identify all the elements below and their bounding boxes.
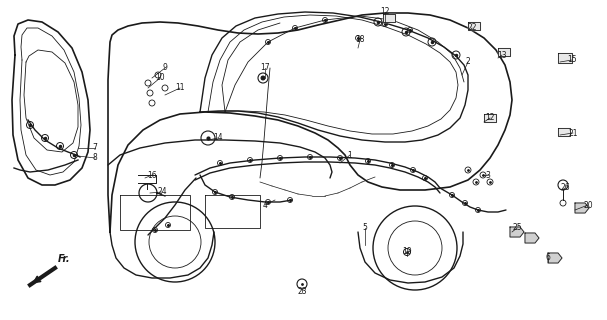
Text: Fr.: Fr. bbox=[58, 254, 70, 264]
Text: 19: 19 bbox=[402, 247, 412, 257]
Text: 12: 12 bbox=[380, 7, 390, 17]
Text: 1: 1 bbox=[348, 150, 353, 159]
Text: 14: 14 bbox=[213, 133, 223, 142]
Polygon shape bbox=[525, 233, 539, 243]
Text: 16: 16 bbox=[147, 171, 157, 180]
Text: 25: 25 bbox=[512, 223, 522, 233]
Polygon shape bbox=[548, 253, 562, 263]
Text: 24: 24 bbox=[157, 188, 167, 196]
Text: 2: 2 bbox=[466, 58, 470, 67]
Text: 18: 18 bbox=[355, 36, 365, 44]
Polygon shape bbox=[558, 53, 572, 63]
Text: 22: 22 bbox=[467, 23, 476, 33]
Text: 23: 23 bbox=[297, 287, 307, 297]
Text: 6: 6 bbox=[546, 253, 551, 262]
Text: 13: 13 bbox=[497, 51, 507, 60]
Text: 15: 15 bbox=[567, 55, 577, 65]
Text: 20: 20 bbox=[583, 201, 593, 210]
Text: 3: 3 bbox=[486, 171, 490, 180]
Polygon shape bbox=[558, 128, 570, 136]
Polygon shape bbox=[575, 203, 589, 213]
Text: 9: 9 bbox=[163, 63, 168, 73]
Text: 4: 4 bbox=[263, 201, 268, 210]
Text: 10: 10 bbox=[155, 74, 165, 83]
Circle shape bbox=[261, 76, 265, 80]
Text: 7: 7 bbox=[92, 143, 98, 153]
Text: 11: 11 bbox=[175, 84, 185, 92]
Polygon shape bbox=[484, 114, 496, 122]
Text: 5: 5 bbox=[362, 223, 367, 233]
Polygon shape bbox=[383, 14, 395, 22]
Polygon shape bbox=[498, 48, 510, 56]
Text: 26: 26 bbox=[560, 183, 570, 193]
Polygon shape bbox=[468, 22, 480, 30]
Text: 8: 8 bbox=[93, 154, 97, 163]
Text: 12: 12 bbox=[485, 114, 495, 123]
Polygon shape bbox=[510, 227, 524, 237]
Text: 21: 21 bbox=[568, 129, 578, 138]
Text: 17: 17 bbox=[260, 63, 270, 73]
